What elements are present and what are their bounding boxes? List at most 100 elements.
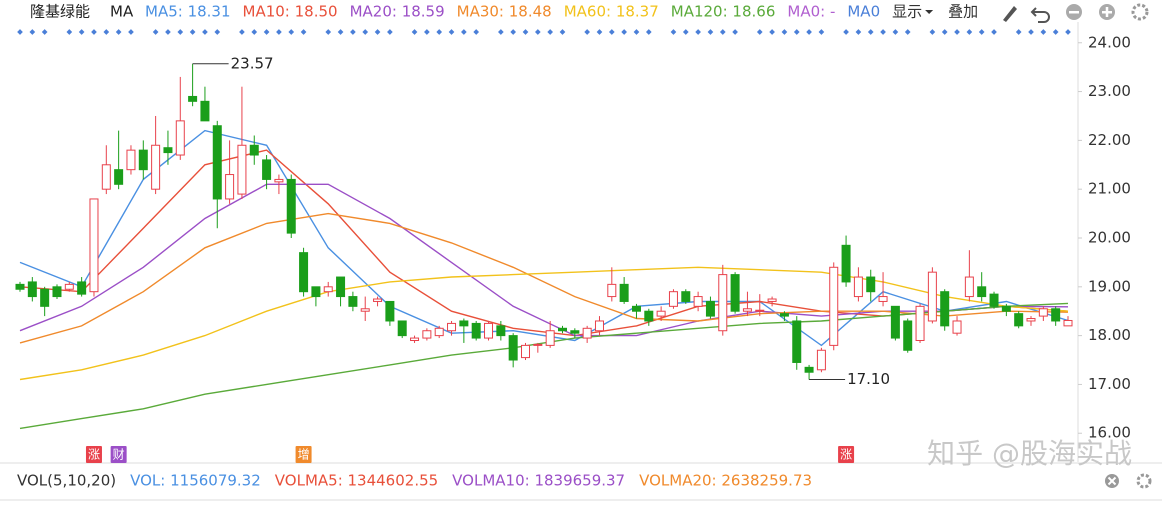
brush-icon[interactable] — [1003, 6, 1017, 22]
candle-body — [1063, 319, 1073, 327]
candle-body — [619, 283, 629, 302]
event-dot — [904, 29, 911, 35]
event-dot — [867, 29, 874, 35]
header-item: 叠加 — [948, 3, 978, 21]
event-dot — [608, 29, 615, 35]
candle-body — [163, 147, 173, 154]
y-tick-label: 20.00 — [1088, 229, 1131, 247]
candle-body — [607, 283, 617, 298]
plus-glyph — [1102, 7, 1112, 17]
candle-body — [323, 286, 333, 293]
candle-body — [1014, 313, 1024, 327]
legend-entry: MA30: 18.48 — [457, 3, 552, 21]
candle-body — [422, 330, 432, 339]
event-dot — [670, 29, 677, 35]
candle-body — [496, 325, 506, 337]
watermark: 知乎 @股海实战 — [927, 437, 1132, 470]
event-dot — [1052, 29, 1059, 35]
legend-entry: MA60: 18.37 — [564, 3, 659, 21]
volume-stat: VOL(5,10,20) — [17, 472, 116, 490]
candle-body — [40, 288, 50, 307]
candle-body — [336, 276, 346, 298]
event-dot — [682, 29, 689, 35]
candle-body — [878, 296, 888, 302]
candle-body — [693, 296, 703, 307]
candle-body — [373, 298, 383, 302]
y-tick-label: 21.00 — [1088, 180, 1131, 198]
candle-body — [779, 313, 789, 317]
candle-body — [557, 327, 567, 332]
candle-body — [360, 308, 370, 312]
event-badge-label: 涨 — [88, 447, 100, 462]
candle-body — [311, 286, 321, 298]
event-dot — [1065, 29, 1071, 35]
candle-body — [804, 366, 814, 373]
event-dot — [818, 29, 825, 35]
event-dot — [645, 29, 652, 35]
candle-body — [89, 198, 99, 293]
header-item: 显示 — [892, 3, 922, 21]
event-dot — [547, 29, 553, 35]
event-dot — [17, 29, 23, 35]
candle-body — [792, 320, 802, 363]
candle-body — [730, 274, 740, 312]
close-glyph — [1107, 476, 1117, 486]
y-tick-label: 23.00 — [1088, 82, 1131, 100]
volume-stat: VOLMA5: 1344602.55 — [275, 472, 438, 490]
candle-body — [829, 266, 839, 346]
settings-icon[interactable] — [1131, 3, 1149, 21]
event-dot — [806, 29, 812, 35]
volume-stat: VOLMA20: 2638259.73 — [639, 472, 812, 490]
indicator-name: MA — [110, 3, 134, 21]
candle-body — [1051, 308, 1061, 322]
event-dot — [695, 29, 701, 35]
volume-stat: VOLMA10: 1839659.37 — [452, 472, 625, 490]
candle-body — [521, 344, 531, 359]
candle-body — [27, 281, 37, 298]
event-dot — [707, 29, 714, 35]
candle-body — [644, 310, 654, 322]
candle-body — [249, 144, 259, 156]
candle-body — [915, 305, 925, 342]
event-badge-label: 增 — [298, 448, 310, 462]
y-tick-label: 24.00 — [1088, 33, 1131, 51]
undo-icon[interactable] — [1030, 7, 1050, 23]
settings-icon[interactable] — [1136, 473, 1152, 489]
legend-entry: MA20: 18.59 — [350, 3, 445, 21]
candle-body — [52, 286, 62, 298]
event-dot — [1040, 29, 1047, 35]
event-badge — [838, 446, 855, 463]
candle-body — [742, 308, 752, 312]
candle-body — [1026, 318, 1036, 322]
candle-body — [582, 327, 592, 339]
candle-body — [755, 309, 765, 312]
event-dot — [966, 29, 973, 35]
candle-body — [718, 274, 728, 332]
candle-body — [890, 305, 900, 339]
event-dot — [880, 29, 886, 35]
candle-body — [533, 343, 543, 346]
y-tick-label: 19.00 — [1088, 277, 1131, 295]
candle-body — [397, 320, 407, 337]
y-tick-label: 22.00 — [1088, 131, 1131, 149]
event-dot — [1015, 29, 1022, 35]
event-badge — [295, 446, 312, 463]
candle-body — [410, 337, 420, 341]
candle-body — [114, 169, 124, 185]
event-dot — [941, 29, 948, 35]
candle-body — [175, 120, 185, 156]
event-dot — [584, 29, 590, 35]
annotation-label: 17.10 — [847, 370, 890, 388]
candle-body — [705, 300, 715, 317]
candle-body — [668, 291, 678, 307]
volume-stat: VOL: 1156079.32 — [130, 472, 261, 490]
candle-body — [964, 276, 974, 298]
event-dot — [929, 29, 936, 35]
event-dot — [978, 29, 985, 35]
candle-body — [853, 276, 863, 298]
candle-body — [656, 310, 666, 317]
candle-body — [977, 286, 987, 298]
y-tick-label: 18.00 — [1088, 326, 1131, 344]
candle-body — [225, 174, 235, 200]
